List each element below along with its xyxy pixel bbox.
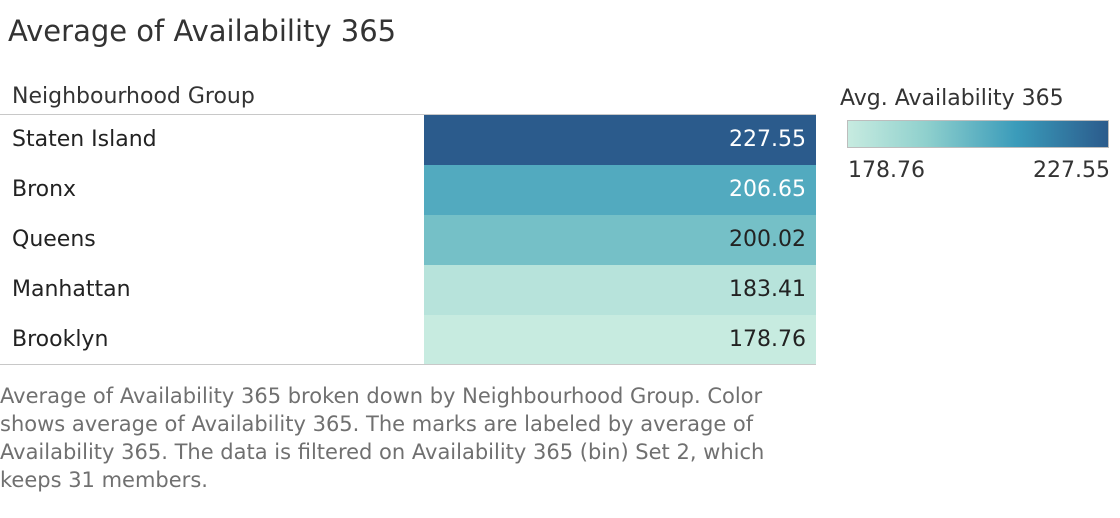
value-cell[interactable]: 178.76 — [424, 315, 816, 365]
row-label: Bronx — [12, 177, 77, 202]
row-label: Manhattan — [12, 277, 131, 302]
legend-title: Avg. Availability 365 — [840, 86, 1064, 111]
row-header-neighbourhood-group: Neighbourhood Group — [12, 84, 255, 109]
value-cell[interactable]: 206.65 — [424, 165, 816, 215]
row-label: Brooklyn — [12, 327, 109, 352]
value-cell[interactable]: 183.41 — [424, 265, 816, 315]
value-label: 183.41 — [729, 277, 806, 302]
table-row[interactable]: Brooklyn 178.76 — [0, 315, 816, 365]
legend-max-label: 227.55 — [1033, 158, 1110, 183]
chart-title: Average of Availability 365 — [8, 14, 397, 48]
table-row[interactable]: Queens 200.02 — [0, 215, 816, 265]
row-label: Staten Island — [12, 127, 157, 152]
header-divider — [0, 114, 816, 115]
value-cell[interactable]: 200.02 — [424, 215, 816, 265]
value-label: 178.76 — [729, 327, 806, 352]
table-rows: Staten Island 227.55 Bronx 206.65 Queens 200.… — [0, 115, 816, 365]
row-label: Queens — [12, 227, 96, 252]
table-row[interactable]: Manhattan 183.41 — [0, 265, 816, 315]
table-row[interactable]: Staten Island 227.55 — [0, 115, 816, 165]
color-legend-gradient[interactable] — [847, 120, 1109, 148]
value-cell[interactable]: 227.55 — [424, 115, 816, 165]
table-row[interactable]: Bronx 206.65 — [0, 165, 816, 215]
value-label: 206.65 — [729, 177, 806, 202]
bottom-divider — [0, 364, 816, 365]
chart-caption: Average of Availability 365 broken down … — [0, 384, 765, 492]
legend-min-label: 178.76 — [848, 158, 925, 183]
value-label: 227.55 — [729, 127, 806, 152]
value-label: 200.02 — [729, 227, 806, 252]
